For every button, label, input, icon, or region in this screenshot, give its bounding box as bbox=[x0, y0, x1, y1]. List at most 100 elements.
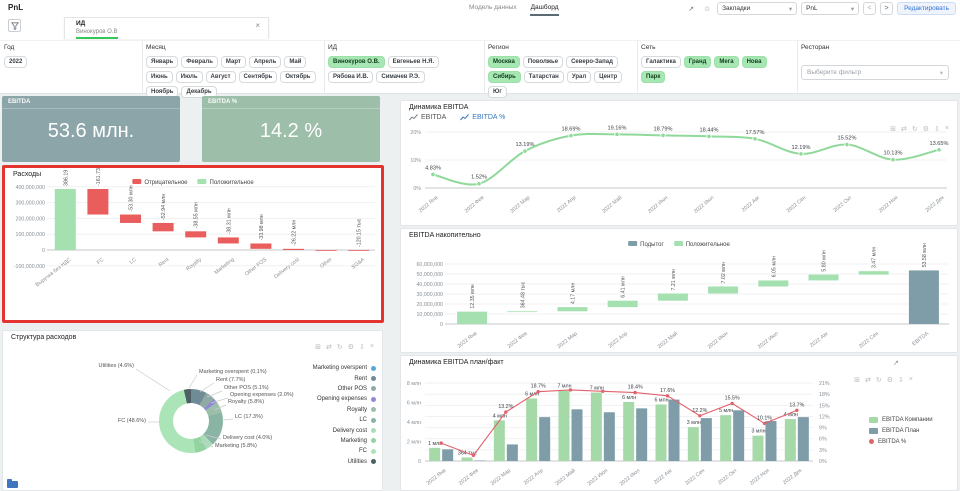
plan-bar-2022 Июл[interactable] bbox=[636, 408, 648, 461]
filter-chip-Юг[interactable]: Юг bbox=[488, 86, 507, 98]
waterfall-bar-Marketing[interactable] bbox=[217, 237, 239, 244]
tab-ebitda-pct[interactable]: EBITDA % bbox=[460, 114, 505, 121]
pct-point-2022 Июн[interactable] bbox=[601, 389, 605, 393]
data-point-2022 Апр[interactable] bbox=[568, 133, 574, 139]
legend-item-Opening expenses[interactable]: Opening expenses bbox=[266, 394, 376, 404]
refresh-icon[interactable]: ↻ bbox=[911, 126, 918, 133]
fact-bar-2022 Сен[interactable] bbox=[687, 427, 699, 461]
cumulative-bar-2022 Янв[interactable] bbox=[457, 311, 488, 324]
legend-item-subtotal[interactable]: Подытог bbox=[628, 241, 664, 248]
share-icon[interactable]: ↗ bbox=[688, 5, 695, 13]
bookmarks-select[interactable]: Закладки ▾ bbox=[717, 2, 798, 15]
data-point-2022 Июл[interactable] bbox=[706, 133, 712, 139]
pct-point-2022 Дек[interactable] bbox=[795, 408, 799, 413]
plan-bar-2022 Май[interactable] bbox=[571, 409, 583, 461]
fact-bar-2022 Авг[interactable] bbox=[655, 404, 667, 461]
fact-bar-2022 Ноя[interactable] bbox=[752, 435, 764, 461]
waterfall-bar-Delivery cost[interactable] bbox=[283, 248, 304, 250]
legend-item-FC[interactable]: FC bbox=[266, 446, 376, 456]
fullscreen-icon[interactable]: ⊞ bbox=[890, 126, 896, 133]
cumulative-bar-2022 Мар[interactable] bbox=[557, 307, 588, 312]
plan-bar-2022 Ноя[interactable] bbox=[765, 421, 777, 461]
filters-panel-button[interactable] bbox=[8, 19, 21, 32]
filter-chip-Декабрь[interactable]: Декабрь bbox=[181, 86, 217, 98]
page-select[interactable]: PnL ▾ bbox=[801, 2, 860, 15]
data-point-2022 Май[interactable] bbox=[614, 131, 620, 137]
tab-ebitda[interactable]: EBITDA bbox=[409, 114, 446, 121]
filter-chip-Сентябрь[interactable]: Сентябрь bbox=[238, 71, 278, 83]
filter-chip-Июнь[interactable]: Июнь bbox=[146, 71, 173, 83]
pct-point-2022 Авг[interactable] bbox=[665, 394, 670, 398]
plan-bar-2022 Авг[interactable] bbox=[668, 399, 680, 461]
fact-bar-2022 Мар[interactable] bbox=[493, 420, 505, 461]
refresh-icon[interactable]: ↻ bbox=[875, 377, 882, 384]
filter-chip-Поволжье[interactable]: Поволжье bbox=[522, 56, 564, 68]
pct-point-2022 Мар[interactable] bbox=[504, 410, 508, 414]
filter-chip-Рябова И.В.[interactable]: Рябова И.В. bbox=[328, 71, 374, 83]
cumulative-bar-2022 Авг[interactable] bbox=[808, 274, 839, 281]
legend-item-positive[interactable]: Положительное bbox=[673, 241, 730, 248]
folder-icon[interactable] bbox=[7, 481, 18, 488]
fact-bar-2022 Май[interactable] bbox=[558, 390, 570, 461]
legend-item-EBITDA %[interactable]: EBITDA % bbox=[869, 436, 933, 447]
compare-icon[interactable]: ⇄ bbox=[901, 126, 907, 133]
filter-chip-Евгеньев Н.Я.[interactable]: Евгеньев Н.Я. bbox=[387, 56, 440, 68]
refresh-icon[interactable]: ↻ bbox=[336, 344, 343, 351]
legend-item-Marketing[interactable]: Marketing bbox=[266, 436, 376, 446]
data-point-2022 Дек[interactable] bbox=[936, 147, 942, 153]
pct-point-2022 Янв[interactable] bbox=[439, 441, 443, 445]
legend-item-EBITDA Компании[interactable]: EBITDA Компании bbox=[869, 414, 933, 425]
waterfall-bar-Other POS[interactable] bbox=[250, 243, 272, 249]
next-page-button[interactable]: > bbox=[880, 2, 894, 15]
star-icon[interactable]: ☆ bbox=[703, 5, 711, 13]
filter-chip-Январь[interactable]: Январь bbox=[146, 56, 179, 68]
prev-page-button[interactable]: < bbox=[863, 2, 877, 15]
fact-bar-2022 Фев[interactable] bbox=[461, 457, 473, 461]
data-point-2022 Сен[interactable] bbox=[798, 151, 804, 157]
cumulative-bar-2022 Июн[interactable] bbox=[708, 286, 739, 294]
fact-bar-2022 Июн[interactable] bbox=[590, 392, 602, 461]
data-point-2022 Ноя[interactable] bbox=[890, 157, 896, 163]
filter-chip-Сибирь[interactable]: Сибирь bbox=[488, 71, 521, 83]
filter-chip-Урал[interactable]: Урал bbox=[566, 71, 592, 83]
close-icon[interactable]: × bbox=[369, 343, 374, 350]
compare-icon[interactable]: ⇄ bbox=[326, 344, 332, 351]
legend-item-Marketing overspent[interactable]: Marketing overspent bbox=[266, 363, 376, 373]
edit-button[interactable]: Редактировать bbox=[897, 2, 956, 15]
data-point-2022 Фев[interactable] bbox=[476, 181, 482, 187]
fact-bar-2022 Дек[interactable] bbox=[784, 419, 796, 461]
waterfall-bar-Выручка без НДС[interactable] bbox=[54, 188, 76, 250]
pct-point-2022 Ноя[interactable] bbox=[762, 421, 767, 426]
tab-dashboard[interactable]: Дашборд bbox=[529, 0, 560, 16]
cumulative-bar-2022 Фев[interactable] bbox=[507, 311, 538, 313]
plan-bar-2022 Июн[interactable] bbox=[603, 412, 615, 461]
waterfall-bar-Other[interactable] bbox=[315, 250, 337, 251]
filter-chip-Татарстан[interactable]: Татарстан bbox=[523, 71, 564, 83]
filter-chip-2022[interactable]: 2022 bbox=[4, 56, 28, 68]
pct-point-2022 Фев[interactable] bbox=[471, 453, 476, 458]
plan-bar-2022 Апр[interactable] bbox=[539, 417, 551, 461]
legend-item-Delivery cost[interactable]: Delivery cost bbox=[266, 425, 376, 435]
waterfall-bar-LC[interactable] bbox=[120, 214, 141, 223]
fact-bar-2022 Окт[interactable] bbox=[720, 415, 732, 461]
legend-item-Utilities[interactable]: Utilities bbox=[266, 457, 376, 467]
plan-bar-2022 Сен[interactable] bbox=[700, 418, 712, 461]
close-icon[interactable]: × bbox=[255, 21, 260, 30]
fact-bar-2022 Апр[interactable] bbox=[526, 398, 538, 461]
folder-icon[interactable] bbox=[7, 479, 12, 482]
fullscreen-icon[interactable]: ⊞ bbox=[315, 344, 321, 351]
data-point-2022 Янв[interactable] bbox=[430, 171, 436, 178]
cumulative-bar-2022 Май[interactable] bbox=[657, 293, 688, 301]
filter-chip-Симачев Р.Э.[interactable]: Симачев Р.Э. bbox=[376, 71, 425, 83]
filter-chip-Северо-Запад[interactable]: Северо-Запад bbox=[566, 56, 618, 68]
pct-point-2022 Апр[interactable] bbox=[536, 389, 540, 394]
widget-ebitda-dynamics[interactable]: Динамика EBITDA EBITDA EBITDA % ⊞ ⇄ ↻ ⚙ ⇩ × 20… bbox=[400, 100, 958, 226]
tab-data-model[interactable]: Модель данных bbox=[469, 4, 517, 11]
legend-item-EBITDA План[interactable]: EBITDA План bbox=[869, 425, 933, 436]
waterfall-bar-FC[interactable] bbox=[87, 188, 109, 215]
filter-chip-Мега[interactable]: Мега bbox=[714, 56, 739, 68]
widget-expenses-waterfall[interactable]: Расходы Отрицательное Положительное 400,… bbox=[2, 165, 384, 323]
pct-point-2022 Май[interactable] bbox=[568, 388, 573, 392]
filter-chip-Май[interactable]: Май bbox=[284, 56, 307, 68]
kpi-card-ebitda-pct[interactable]: EBITDA % 14.2 % bbox=[202, 96, 380, 162]
